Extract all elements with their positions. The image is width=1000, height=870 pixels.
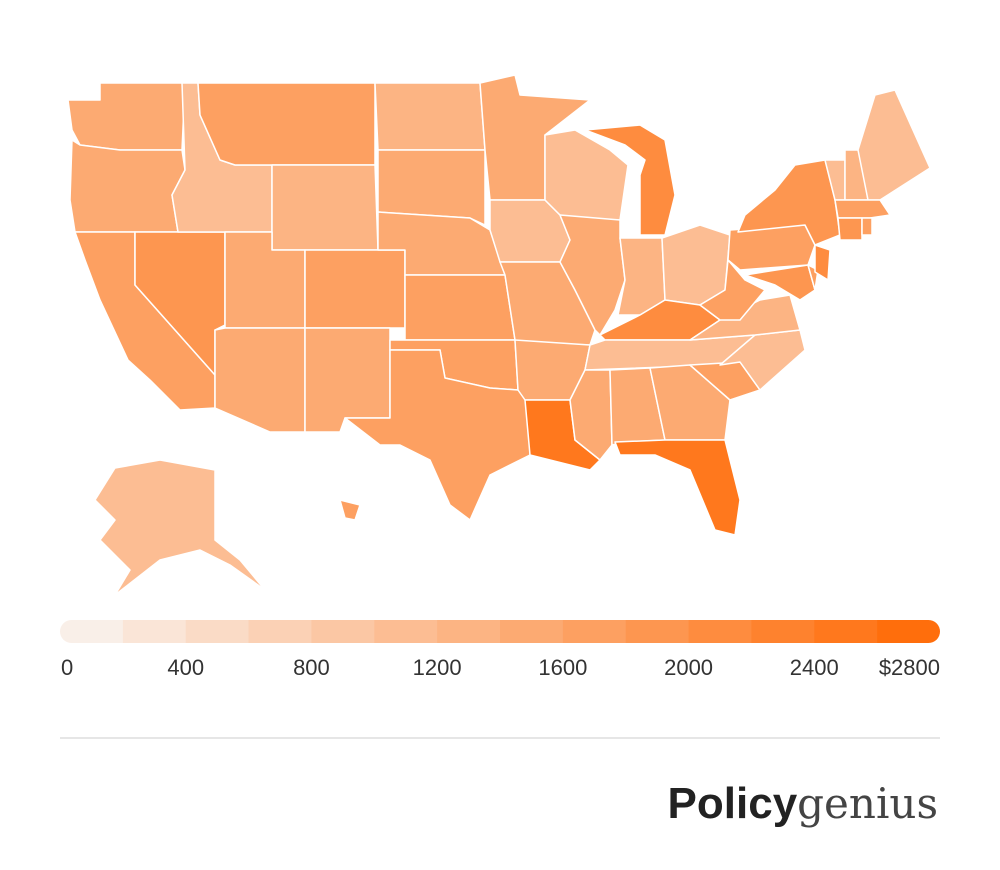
state xyxy=(744,264,816,301)
state xyxy=(404,274,516,341)
state xyxy=(339,499,361,521)
legend-step xyxy=(248,620,312,643)
legend-step xyxy=(185,620,250,643)
state xyxy=(271,164,379,251)
tick-label: 1200 xyxy=(413,655,462,680)
state xyxy=(584,124,676,236)
state xyxy=(837,217,863,241)
state xyxy=(649,364,731,441)
state xyxy=(689,294,801,341)
map xyxy=(67,74,931,596)
state xyxy=(834,199,891,219)
state xyxy=(69,139,186,233)
tick-label: 2400 xyxy=(790,655,839,680)
color-legend: 0 400 800 1200 1600 2000 2400 $2800 xyxy=(60,620,940,680)
state xyxy=(544,129,629,221)
logo: Policygenius xyxy=(668,779,938,828)
legend-step xyxy=(437,620,501,643)
legend-step xyxy=(877,620,940,643)
legend-step xyxy=(814,620,878,643)
tick-label: 2000 xyxy=(664,655,713,680)
logo-bold: Policy xyxy=(668,779,798,828)
state xyxy=(197,82,376,166)
state xyxy=(861,217,873,236)
state xyxy=(304,327,391,433)
state xyxy=(377,149,486,226)
state xyxy=(374,82,486,151)
state xyxy=(304,249,406,329)
state xyxy=(214,327,306,433)
legend-step xyxy=(500,620,564,643)
legend-step xyxy=(688,620,752,643)
state xyxy=(67,82,186,151)
legend-step xyxy=(751,620,815,643)
state xyxy=(814,244,831,281)
state xyxy=(699,259,766,321)
state xyxy=(344,349,531,521)
tick-label: 800 xyxy=(293,655,330,680)
tick-label: 1600 xyxy=(538,655,587,680)
tick-label: $2800 xyxy=(879,655,940,680)
legend-step xyxy=(374,620,438,643)
legend-step xyxy=(625,620,690,643)
tick-label: 0 xyxy=(61,655,73,680)
tick-label: 400 xyxy=(167,655,204,680)
state xyxy=(94,459,266,596)
logo-light: genius xyxy=(797,779,938,828)
legend-step xyxy=(60,620,124,643)
state xyxy=(614,439,741,536)
legend-step xyxy=(562,620,627,643)
legend-step xyxy=(311,620,375,643)
legend-step xyxy=(122,620,187,643)
state xyxy=(857,89,931,201)
